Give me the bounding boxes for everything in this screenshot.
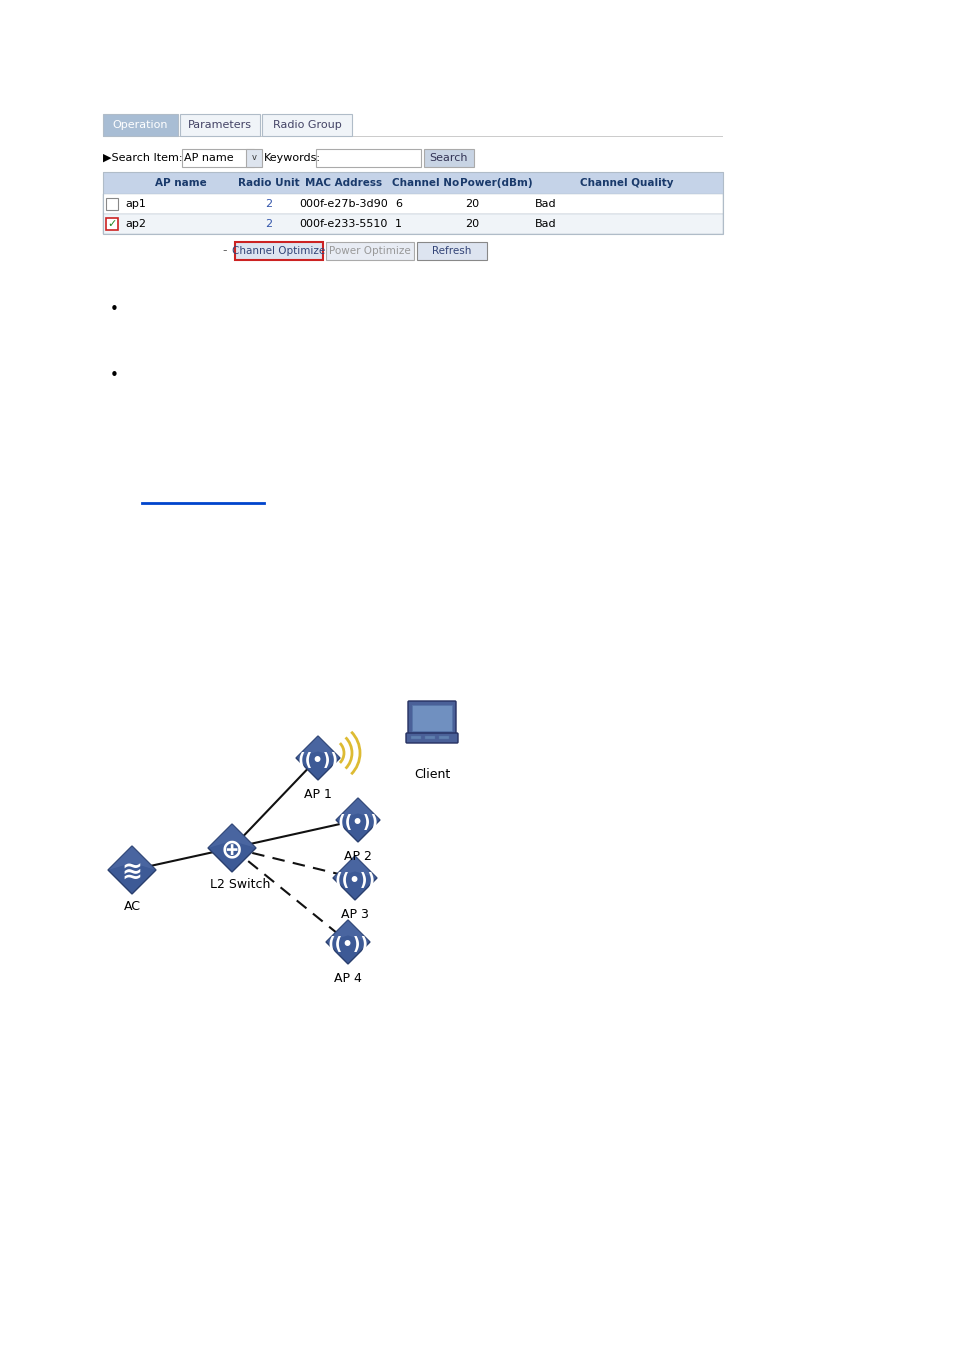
Text: ap2: ap2: [125, 219, 146, 230]
Text: 000f-e233-5510: 000f-e233-5510: [299, 219, 387, 230]
Text: Bad: Bad: [535, 198, 556, 209]
Text: Operation: Operation: [112, 120, 168, 130]
Text: AP 1: AP 1: [304, 788, 332, 801]
Polygon shape: [326, 919, 370, 964]
Text: Refresh: Refresh: [432, 246, 471, 256]
Text: AP name: AP name: [184, 153, 233, 163]
Polygon shape: [208, 824, 255, 848]
Text: 2: 2: [265, 198, 272, 209]
Polygon shape: [333, 856, 376, 878]
Text: •: •: [110, 302, 119, 317]
Bar: [246, 148, 262, 167]
Text: Parameters: Parameters: [188, 120, 252, 130]
Text: 20: 20: [464, 198, 478, 209]
Polygon shape: [108, 846, 156, 869]
Text: Channel Quality: Channel Quality: [579, 178, 673, 188]
Polygon shape: [333, 856, 376, 900]
Text: v: v: [252, 154, 256, 162]
Text: -: -: [222, 244, 227, 258]
Text: ▶Search Item:: ▶Search Item:: [103, 153, 182, 163]
Polygon shape: [335, 798, 379, 819]
Text: ((•)): ((•)): [335, 872, 375, 890]
Text: AC: AC: [123, 900, 140, 913]
Bar: [234, 242, 323, 261]
Text: ((•)): ((•)): [297, 752, 338, 771]
Text: Radio Unit: Radio Unit: [237, 178, 299, 188]
Bar: [106, 217, 118, 230]
Bar: [423, 148, 474, 167]
Text: MAC Address: MAC Address: [305, 178, 381, 188]
Text: Channel Optimize: Channel Optimize: [233, 246, 325, 256]
Text: ap1: ap1: [125, 198, 146, 209]
Bar: [182, 148, 253, 167]
Bar: [424, 736, 435, 738]
Text: ≋: ≋: [121, 860, 142, 884]
Bar: [103, 171, 722, 194]
Text: Search: Search: [429, 153, 468, 163]
Text: Bad: Bad: [535, 219, 556, 230]
Text: Keywords:: Keywords:: [264, 153, 320, 163]
Text: 2: 2: [265, 219, 272, 230]
Text: ✓: ✓: [107, 219, 116, 230]
Polygon shape: [335, 798, 379, 842]
Text: Power(dBm): Power(dBm): [459, 178, 532, 188]
Text: 20: 20: [464, 219, 478, 230]
Polygon shape: [208, 824, 255, 872]
Bar: [103, 194, 722, 215]
Bar: [411, 736, 420, 738]
Text: 6: 6: [395, 198, 401, 209]
FancyBboxPatch shape: [408, 701, 456, 734]
Bar: [262, 113, 352, 136]
Text: Client: Client: [414, 768, 450, 782]
Polygon shape: [108, 846, 156, 894]
Text: ((•)): ((•)): [337, 814, 378, 833]
Polygon shape: [295, 736, 339, 780]
Bar: [412, 705, 452, 730]
Text: 000f-e27b-3d90: 000f-e27b-3d90: [299, 198, 388, 209]
Bar: [106, 198, 118, 211]
Text: ⊕: ⊕: [221, 837, 243, 864]
Polygon shape: [326, 919, 370, 942]
Bar: [103, 171, 722, 234]
Text: L2 Switch: L2 Switch: [210, 878, 270, 891]
FancyBboxPatch shape: [406, 733, 457, 743]
Text: AP 4: AP 4: [334, 972, 361, 986]
Bar: [416, 242, 486, 261]
Bar: [180, 113, 260, 136]
Bar: [103, 215, 722, 234]
Text: AP name: AP name: [155, 178, 207, 188]
Text: AP 2: AP 2: [344, 850, 372, 863]
Text: AP 3: AP 3: [341, 909, 369, 921]
Text: Power Optimize: Power Optimize: [329, 246, 411, 256]
Bar: [438, 736, 449, 738]
Bar: [315, 148, 420, 167]
Text: ((•)): ((•)): [327, 937, 368, 954]
Text: Channel No: Channel No: [392, 178, 459, 188]
Bar: [103, 113, 178, 136]
Text: Radio Group: Radio Group: [273, 120, 341, 130]
Text: •: •: [110, 367, 119, 382]
Polygon shape: [295, 736, 339, 757]
Bar: [326, 242, 414, 261]
Text: 1: 1: [395, 219, 401, 230]
